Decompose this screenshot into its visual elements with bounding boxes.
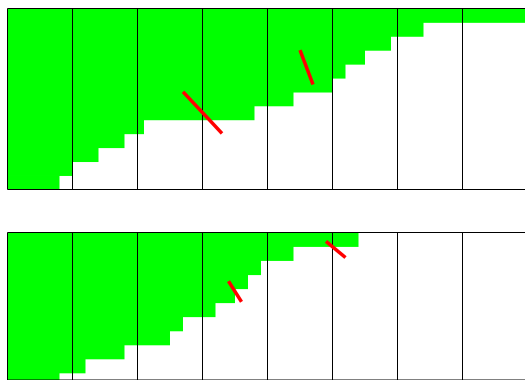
fill-step (7, 105, 255, 121)
bottom-panel (7, 232, 525, 380)
fill-step (7, 232, 359, 247)
fill-step (7, 64, 346, 79)
fill-step (7, 119, 144, 135)
fill-step (7, 302, 216, 318)
fill-step (7, 246, 294, 261)
fill-step (7, 260, 261, 276)
fill-step (7, 344, 125, 360)
fill-step (7, 50, 365, 65)
fill-step (7, 358, 86, 374)
fill-step (7, 8, 525, 23)
fill-step (7, 316, 183, 332)
fill-step (7, 36, 391, 51)
fill-step (7, 161, 73, 176)
fill-step (7, 288, 235, 304)
red-marker (324, 240, 347, 259)
fill-step (7, 330, 170, 346)
red-marker (181, 90, 224, 135)
fill-step (7, 22, 424, 37)
fill-step (7, 175, 60, 190)
fill-step (7, 92, 294, 107)
fill-step (7, 372, 60, 380)
fill-step (7, 274, 248, 290)
top-panel (7, 8, 525, 190)
fill-step (7, 133, 125, 149)
fill-step (7, 147, 99, 163)
red-marker (298, 49, 315, 86)
fill-step (7, 78, 333, 93)
red-marker (227, 280, 243, 303)
